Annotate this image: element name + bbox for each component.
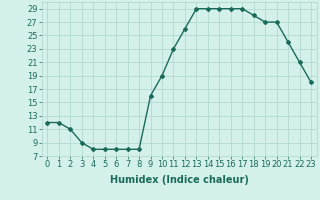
X-axis label: Humidex (Indice chaleur): Humidex (Indice chaleur): [110, 175, 249, 185]
